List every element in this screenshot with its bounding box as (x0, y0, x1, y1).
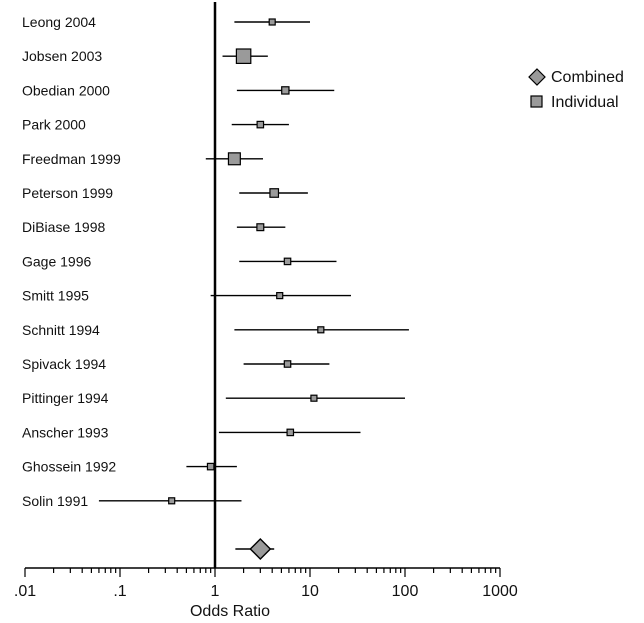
diamond-icon (528, 68, 546, 86)
study-row: Jobsen 2003 (22, 48, 268, 64)
study-label: Leong 2004 (22, 14, 96, 30)
study-row: Obedian 2000 (22, 82, 335, 98)
point-estimate-marker (256, 120, 265, 129)
study-label: DiBiase 1998 (22, 219, 105, 235)
point-estimate-marker (283, 360, 292, 368)
point-estimate-marker (310, 394, 318, 402)
study-row: Schnitt 1994 (22, 322, 409, 338)
combined-estimate (235, 538, 275, 560)
x-axis-title: Odds Ratio (190, 603, 270, 620)
x-tick-label: 1000 (482, 583, 518, 600)
study-label: Gage 1996 (22, 253, 91, 269)
point-estimate-marker (235, 48, 252, 64)
legend-item-combined: Combined (528, 68, 624, 86)
x-tick-label: 100 (392, 583, 419, 600)
point-estimate-marker (281, 86, 290, 95)
study-row: Freedman 1999 (22, 151, 263, 167)
x-tick-label: 10 (301, 583, 319, 600)
point-estimate-marker (286, 428, 295, 437)
study-row: Anscher 1993 (22, 424, 361, 440)
study-label: Anscher 1993 (22, 424, 109, 440)
study-row: DiBiase 1998 (22, 219, 286, 235)
point-estimate-marker (227, 152, 241, 166)
study-label: Smitt 1995 (22, 288, 89, 304)
combined-diamond (249, 538, 272, 560)
study-label: Peterson 1999 (22, 185, 113, 201)
point-estimate-marker (168, 497, 176, 505)
study-row: Spivack 1994 (22, 356, 330, 372)
x-tick-label: .1 (113, 583, 126, 600)
point-estimate-marker (269, 188, 280, 198)
study-label: Jobsen 2003 (22, 48, 102, 64)
point-estimate-marker (317, 326, 325, 334)
study-label: Freedman 1999 (22, 151, 121, 167)
legend-label-individual: Individual (551, 94, 619, 111)
study-label: Pittinger 1994 (22, 390, 109, 406)
study-label: Spivack 1994 (22, 356, 106, 372)
point-estimate-marker (206, 462, 215, 471)
legend-item-individual: Individual (530, 94, 619, 111)
legend-label-combined: Combined (551, 69, 624, 86)
study-label: Schnitt 1994 (22, 322, 100, 338)
x-axis: .01 .1 1 10 100 1000 (14, 567, 518, 600)
x-tick-label: .01 (14, 583, 36, 600)
study-row: Solin 1991 (22, 493, 242, 509)
study-rows: Leong 2004 Jobsen 2003 Obedian 2000 Park 20… (22, 14, 409, 509)
study-row: Ghossein 1992 (22, 459, 237, 475)
study-row: Peterson 1999 (22, 185, 308, 201)
study-row: Leong 2004 (22, 14, 310, 30)
study-label: Solin 1991 (22, 493, 88, 509)
x-tick-label: 1 (211, 583, 220, 600)
square-icon (530, 95, 543, 108)
study-row: Gage 1996 (22, 253, 337, 269)
point-estimate-marker (268, 18, 276, 26)
point-estimate-marker (256, 223, 265, 232)
point-estimate-marker (283, 257, 292, 266)
study-label: Ghossein 1992 (22, 459, 116, 475)
study-label: Park 2000 (22, 117, 86, 133)
study-row: Pittinger 1994 (22, 390, 405, 406)
study-label: Obedian 2000 (22, 82, 110, 98)
study-row: Park 2000 (22, 117, 289, 133)
legend: Combined Individual (528, 68, 624, 111)
study-row: Smitt 1995 (22, 288, 351, 304)
point-estimate-marker (276, 292, 284, 300)
